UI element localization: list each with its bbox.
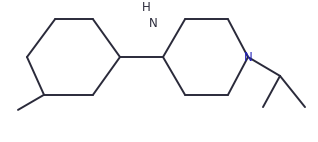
- Text: N: N: [149, 17, 157, 30]
- Text: N: N: [244, 51, 252, 63]
- Text: H: H: [142, 1, 151, 14]
